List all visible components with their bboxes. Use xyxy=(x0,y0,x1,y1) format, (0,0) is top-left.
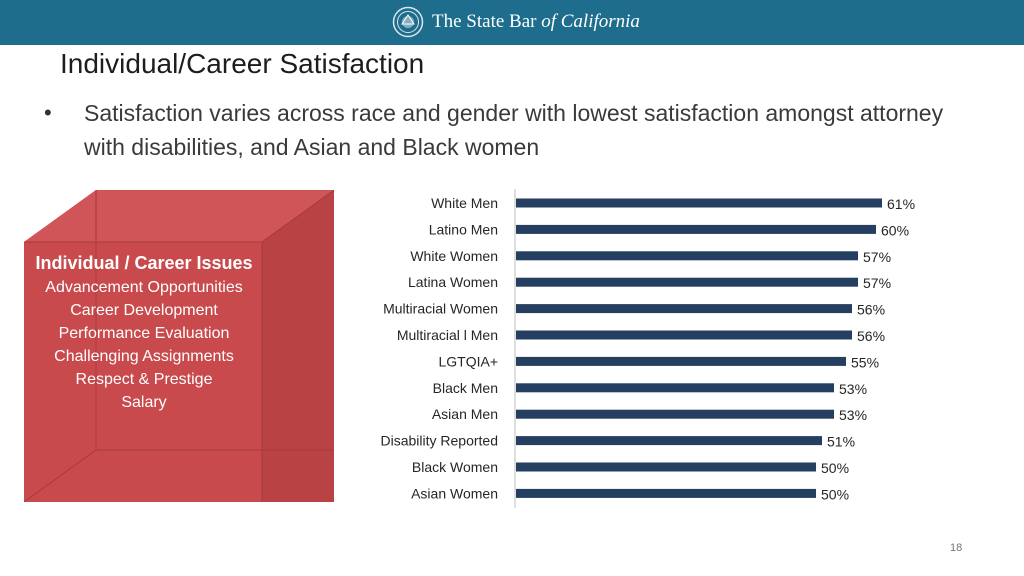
category-label: Black Men xyxy=(433,380,498,396)
value-label: 57% xyxy=(863,275,891,291)
bullet-point: • Satisfaction varies across race and ge… xyxy=(44,96,984,164)
bar xyxy=(516,383,834,393)
category-label: Multiracial Women xyxy=(383,301,498,317)
value-label: 53% xyxy=(839,407,867,423)
career-issues-heading: Individual / Career Issues xyxy=(35,253,253,273)
page-number: 18 xyxy=(950,542,963,554)
bar xyxy=(516,277,858,287)
bar xyxy=(516,356,846,366)
org-brand: The State Bar of California xyxy=(392,5,640,39)
category-label: Asian Women xyxy=(411,485,498,501)
org-name-main: The State Bar xyxy=(432,11,537,32)
career-issue-item: Respect & Prestige xyxy=(75,371,213,388)
value-label: 61% xyxy=(887,196,915,212)
career-issue-item: Performance Evaluation xyxy=(58,325,230,342)
category-label: White Women xyxy=(410,248,498,264)
bar xyxy=(516,330,852,340)
bar xyxy=(516,304,852,314)
bar xyxy=(516,488,816,498)
category-label: Disability Reported xyxy=(381,433,499,449)
category-label: LGTQIA+ xyxy=(438,353,498,369)
bullet-text: Satisfaction varies across race and gend… xyxy=(84,100,944,160)
category-label: White Men xyxy=(431,195,498,211)
bar xyxy=(516,224,876,234)
career-issue-item: Advancement Opportunities xyxy=(45,279,243,296)
value-label: 56% xyxy=(857,328,885,344)
value-label: 50% xyxy=(821,460,849,476)
value-label: 57% xyxy=(863,249,891,265)
value-label: 60% xyxy=(881,222,909,238)
org-name-italic: of California xyxy=(541,11,640,32)
bar xyxy=(516,251,858,261)
bullet-marker: • xyxy=(44,100,52,125)
bar xyxy=(516,436,822,446)
career-issues-list: Individual / Career Issues Advancement O… xyxy=(28,250,260,414)
cube-side-face xyxy=(262,190,334,502)
value-label: 55% xyxy=(851,354,879,370)
page-title: Individual/Career Satisfaction xyxy=(60,48,425,79)
career-issue-item: Challenging Assignments xyxy=(54,348,234,365)
value-label: 53% xyxy=(839,381,867,397)
cube-edges xyxy=(24,190,335,502)
bar xyxy=(516,462,816,472)
career-issue-item: Salary xyxy=(121,394,167,411)
career-issue-item: Career Development xyxy=(70,302,218,319)
cube-fill xyxy=(24,190,334,502)
category-label: Latino Men xyxy=(429,221,498,237)
seal-icon xyxy=(392,6,424,38)
satisfaction-bar-chart: White Men 61% Latino Men 60% White Women 57% L… xyxy=(381,189,915,508)
career-issues-cube xyxy=(24,190,335,502)
category-label: Multiracial l Men xyxy=(397,327,498,343)
header-bar: The State Bar of California xyxy=(0,0,1024,45)
category-label: Asian Men xyxy=(432,406,498,422)
bar xyxy=(516,409,834,419)
category-label: Black Women xyxy=(412,459,498,475)
org-name: The State Bar of California xyxy=(432,11,640,33)
bar xyxy=(516,198,882,208)
value-label: 51% xyxy=(827,434,855,450)
value-label: 50% xyxy=(821,486,849,502)
category-label: Latina Women xyxy=(408,274,498,290)
cube-top-face xyxy=(24,190,334,242)
value-label: 56% xyxy=(857,302,885,318)
